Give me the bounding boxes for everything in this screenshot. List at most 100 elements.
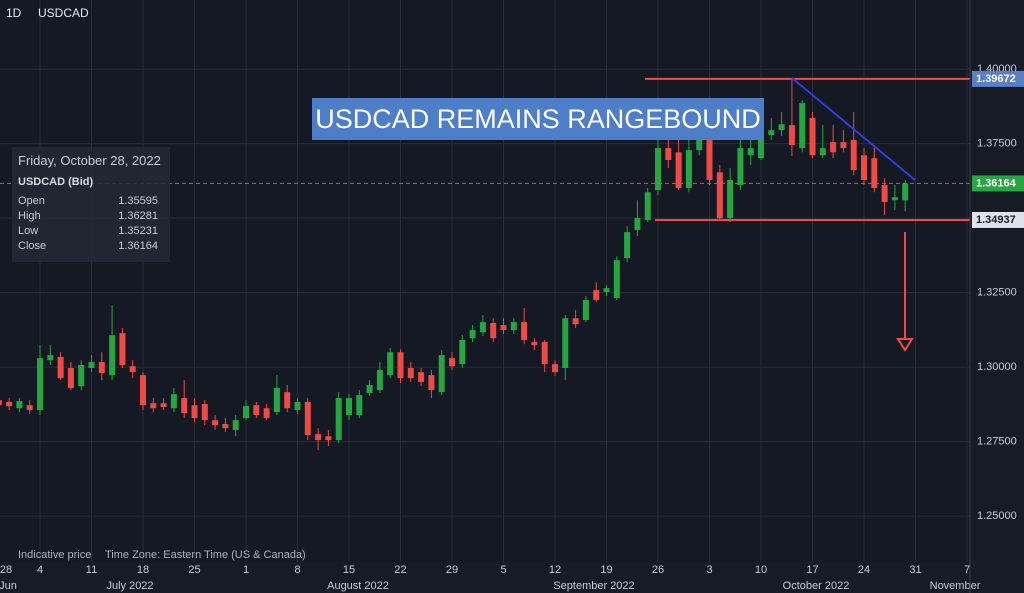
x-tick-label: 17 bbox=[806, 564, 818, 576]
candle-body bbox=[335, 398, 342, 441]
candle-body bbox=[716, 172, 723, 219]
panel-label: Low bbox=[18, 225, 39, 237]
candle-body bbox=[129, 366, 136, 373]
candle-body bbox=[284, 392, 291, 409]
candle-body bbox=[768, 130, 775, 135]
candle-body bbox=[356, 395, 363, 416]
candle-body bbox=[78, 365, 85, 387]
candle-body bbox=[98, 362, 105, 374]
candle-body bbox=[397, 352, 404, 379]
x-tick-label: 19 bbox=[600, 564, 612, 576]
candle-body bbox=[88, 362, 95, 368]
candle-body bbox=[613, 260, 620, 298]
candle-body bbox=[902, 183, 909, 201]
candle-body bbox=[315, 434, 322, 441]
candle-body bbox=[510, 322, 517, 331]
candle-body bbox=[263, 408, 270, 419]
grid bbox=[0, 0, 970, 562]
candle-body bbox=[273, 387, 280, 413]
candle-body bbox=[109, 335, 116, 376]
candle-body bbox=[387, 352, 394, 376]
candle-body bbox=[500, 325, 507, 331]
candle-body bbox=[191, 405, 198, 419]
x-tick-label: 26 bbox=[652, 564, 664, 576]
level-label-box bbox=[972, 211, 1024, 228]
candle-body bbox=[624, 232, 631, 259]
candle-body bbox=[850, 140, 857, 171]
candle-body bbox=[222, 423, 229, 429]
panel-date: Friday, October 28, 2022 bbox=[18, 153, 161, 168]
candle-body bbox=[747, 148, 754, 156]
panel-row: High 1.36281 bbox=[18, 210, 158, 225]
x-tick-label: 31 bbox=[909, 564, 921, 576]
candle-body bbox=[891, 197, 898, 201]
x-tick-label: 15 bbox=[343, 564, 355, 576]
symbol: USDCAD bbox=[38, 6, 89, 20]
x-tick-label: 4 bbox=[37, 564, 43, 576]
x-tick-label: 11 bbox=[86, 564, 97, 576]
candle-body bbox=[490, 322, 497, 339]
level-label: 1.39672 bbox=[976, 73, 1016, 85]
candle-body bbox=[521, 322, 528, 340]
candle-body bbox=[47, 355, 54, 361]
x-tick-label: 5 bbox=[500, 564, 506, 576]
candle-body bbox=[212, 420, 219, 426]
candle-body bbox=[552, 364, 558, 373]
candle-body bbox=[840, 142, 847, 149]
month-label: July 2022 bbox=[106, 580, 153, 592]
candle-body bbox=[572, 318, 579, 325]
candle-body bbox=[304, 401, 311, 436]
candle-body bbox=[593, 290, 600, 301]
candle-body bbox=[819, 148, 826, 156]
panel-value: 1.35231 bbox=[118, 225, 158, 237]
panel-value: 1.35595 bbox=[118, 195, 158, 207]
x-tick-label: 3 bbox=[706, 564, 712, 576]
candle-body bbox=[737, 148, 744, 186]
candle-body bbox=[469, 330, 476, 339]
candle-body bbox=[119, 333, 126, 366]
x-tick-label: 12 bbox=[549, 564, 561, 576]
candle-body bbox=[727, 179, 734, 219]
candle-body bbox=[706, 140, 713, 180]
axes: 1.400001.375001.350001.325001.300001.275… bbox=[0, 63, 1024, 592]
candle-body bbox=[150, 403, 157, 409]
candle-body bbox=[665, 148, 672, 161]
last-price-box bbox=[972, 175, 1024, 192]
candle-body bbox=[809, 117, 816, 156]
x-tick-label: 7 bbox=[964, 564, 970, 576]
y-tick-label: 1.25000 bbox=[977, 510, 1017, 522]
ohlc-panel: Friday, October 28, 2022 USDCAD (Bid) Op… bbox=[12, 147, 170, 262]
candle-body bbox=[644, 192, 651, 221]
candle-body bbox=[37, 358, 43, 410]
candle-body bbox=[799, 103, 806, 149]
price-axis-band bbox=[970, 0, 1024, 593]
candle-body bbox=[830, 142, 837, 153]
candle-body bbox=[57, 356, 64, 379]
month-label: September 2022 bbox=[553, 580, 634, 592]
panel-value: 1.36164 bbox=[118, 240, 158, 252]
candle-body bbox=[67, 367, 74, 388]
level-label: 1.34937 bbox=[976, 214, 1016, 226]
candle-body bbox=[696, 138, 703, 151]
candle-body bbox=[243, 406, 249, 419]
candle-body bbox=[758, 138, 764, 159]
y-tick-label: 1.32500 bbox=[977, 287, 1017, 299]
candle-body bbox=[459, 339, 466, 365]
candle-body bbox=[861, 155, 867, 180]
candle-body bbox=[438, 355, 445, 393]
y-tick-label: 1.27500 bbox=[977, 435, 1017, 447]
panel-value: 1.36281 bbox=[118, 210, 158, 222]
interval: 1D bbox=[6, 6, 22, 20]
last-price-label: 1.36164 bbox=[976, 177, 1017, 189]
panel-row: Close 1.36164 bbox=[18, 240, 158, 255]
trend-line bbox=[791, 77, 916, 181]
footer-note: Indicative price bbox=[18, 549, 91, 561]
x-tick-label: 18 bbox=[137, 564, 149, 576]
panel-row: Low 1.35231 bbox=[18, 225, 158, 240]
y-tick-label: 1.30000 bbox=[977, 361, 1017, 373]
panel-instrument: USDCAD (Bid) bbox=[18, 176, 94, 188]
candle-body bbox=[531, 342, 538, 346]
y-tick-label: 1.37500 bbox=[977, 138, 1017, 150]
